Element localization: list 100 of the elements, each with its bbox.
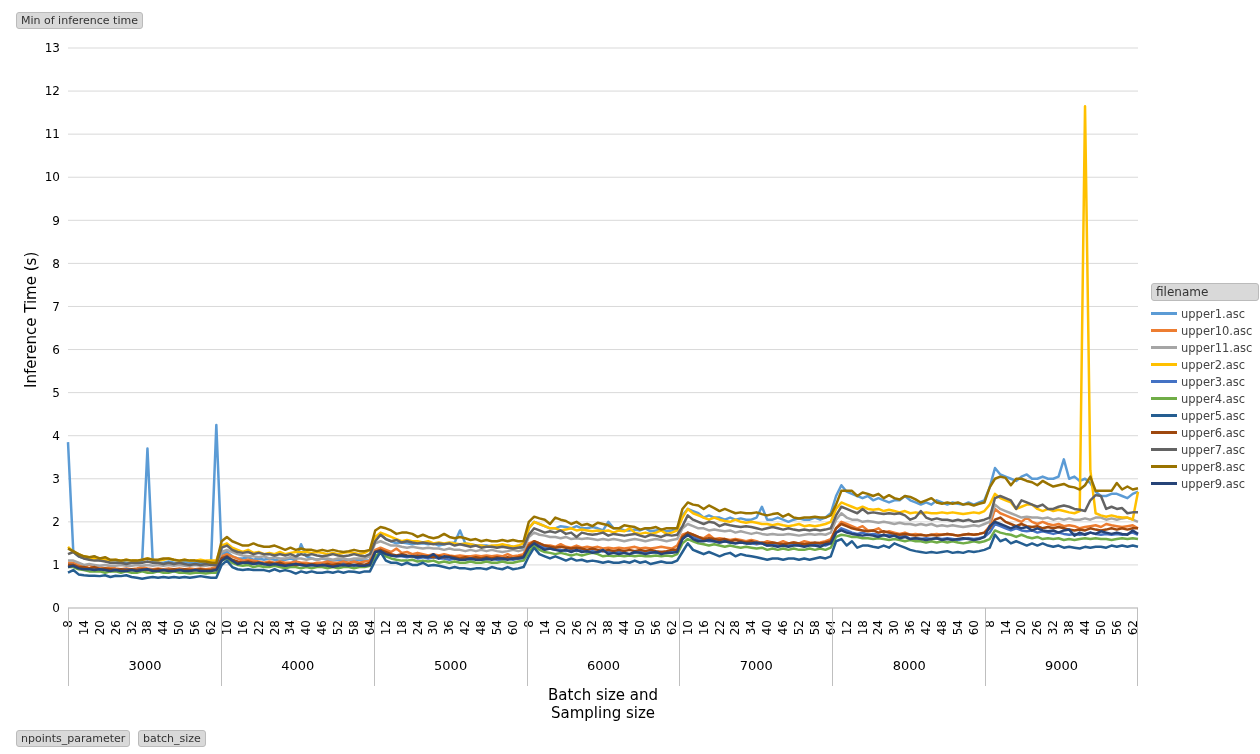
text: npoints_parameter [16,730,131,747]
x-tick-label: 54 [950,620,965,636]
text: batch_size [138,730,206,747]
x-tick-label: 20 [1014,620,1029,636]
x-tick-label: 34 [744,620,759,636]
text: 7000 [738,658,774,673]
legend-label: upper7.asc [1181,442,1246,457]
x-tick-label: 18 [855,620,870,636]
x-tick-label: 52 [331,620,346,636]
y-tick-label: 7 [52,299,60,314]
x-tick-label: 26 [108,620,123,636]
text: 6000 [585,658,622,673]
x-tick-label: 46 [315,620,330,636]
legend-label: upper10.asc [1181,323,1253,338]
legend-label: upper11.asc [1181,340,1253,355]
x-tick-label: 14 [537,620,552,636]
text: 8000 [891,658,927,673]
x-tick-label: 10 [680,620,695,636]
x-tick-label: 58 [807,620,822,636]
x-tick-label: 16 [235,620,250,636]
x-tick-label: 48 [474,620,489,636]
y-tick-label: 9 [52,213,60,228]
x-tick-label: 42 [919,620,934,636]
x-tick-label: 12 [378,620,393,636]
x-tick-label: 36 [903,620,918,636]
x-tick-label: 32 [124,620,139,636]
x-tick-label: 40 [760,620,775,636]
x-tick-label: 28 [267,620,282,636]
x-tick-label: 14 [998,620,1013,636]
x-tick-label: 52 [791,620,806,636]
x-tick-label: 16 [696,620,711,636]
x-tick-label: 36 [442,620,457,636]
x-tick-label: 38 [140,620,155,636]
x-tick-label: 10 [219,620,234,636]
x-tick-label: 26 [1030,620,1045,636]
y-tick-label: 2 [52,515,60,530]
x-tick-label: 58 [347,620,362,636]
x-tick-label: 46 [776,620,791,636]
legend-label: upper3.asc [1181,374,1246,389]
y-tick-label: 3 [52,472,60,487]
y-tick-label: 4 [52,428,60,443]
x-tick-label: 44 [156,620,171,636]
legend-label: upper8.asc [1181,459,1246,474]
x-tick-label: 54 [490,620,505,636]
x-tick-label: 60 [505,620,520,636]
y-tick-label: 5 [52,385,60,400]
x-tick-label: 56 [1109,620,1124,636]
y-tick-label: 10 [44,170,60,185]
x-tick-label: 24 [871,620,886,636]
x-tick-label: 30 [887,620,902,636]
x-tick-label: 30 [426,620,441,636]
x-tick-label: 64 [362,620,377,636]
y-tick-label: 0 [52,601,60,616]
x-tick-label: 18 [394,620,409,636]
x-tick-label: 50 [1093,620,1108,636]
chart-title: Min of inference time [16,12,143,29]
y-tick-label: 1 [52,558,60,573]
x-tick-label: 12 [839,620,854,636]
x-tick-label: 32 [1046,620,1061,636]
x-tick-label: 20 [92,620,107,636]
y-tick-label: 8 [52,256,60,271]
x-tick-label: 26 [569,620,584,636]
x-tick-label: 14 [76,620,91,636]
x-tick-label: 32 [585,620,600,636]
legend-label: upper2.asc [1181,357,1246,372]
x-tick-label: 62 [1125,620,1140,636]
x-tick-label: 38 [1062,620,1077,636]
line-series [66,475,1140,565]
x-axis-title: Batch size and Sampling size [547,686,659,722]
x-tick-label: 62 [664,620,679,636]
x-tick-label: 22 [251,620,266,636]
text: 4000 [280,658,316,673]
x-tick-label: 34 [283,620,298,636]
legend-label: upper6.asc [1181,425,1246,440]
text: 3000 [127,658,163,673]
x-tick-label: 40 [299,620,314,636]
y-tick-label: 11 [44,127,60,142]
x-tick-label: 22 [712,620,727,636]
x-tick-label: 38 [601,620,616,636]
x-tick-label: 42 [458,620,473,636]
legend-title: filename [1151,283,1259,301]
x-tick-label: 20 [553,620,568,636]
y-tick-label: 6 [52,342,60,357]
y-tick-label: 12 [44,84,60,99]
y-axis-title: Inference Time (s) [22,251,41,388]
x-tick-label: 62 [204,620,219,636]
legend-label: upper5.asc [1181,408,1246,423]
y-tick-label: 13 [44,41,60,56]
legend-label: upper4.asc [1181,391,1246,406]
x-tick-label: 50 [633,620,648,636]
text: 9000 [1044,658,1080,673]
x-tick-label: 44 [617,620,632,636]
x-tick-label: 28 [728,620,743,636]
x-tick-label: 24 [410,620,425,636]
legend-label: upper9.asc [1181,476,1246,491]
x-tick-label: 44 [1078,620,1093,636]
x-tick-label: 50 [172,620,187,636]
x-tick-label: 60 [966,620,981,636]
x-tick-label: 48 [935,620,950,636]
x-tick-label: 56 [188,620,203,636]
